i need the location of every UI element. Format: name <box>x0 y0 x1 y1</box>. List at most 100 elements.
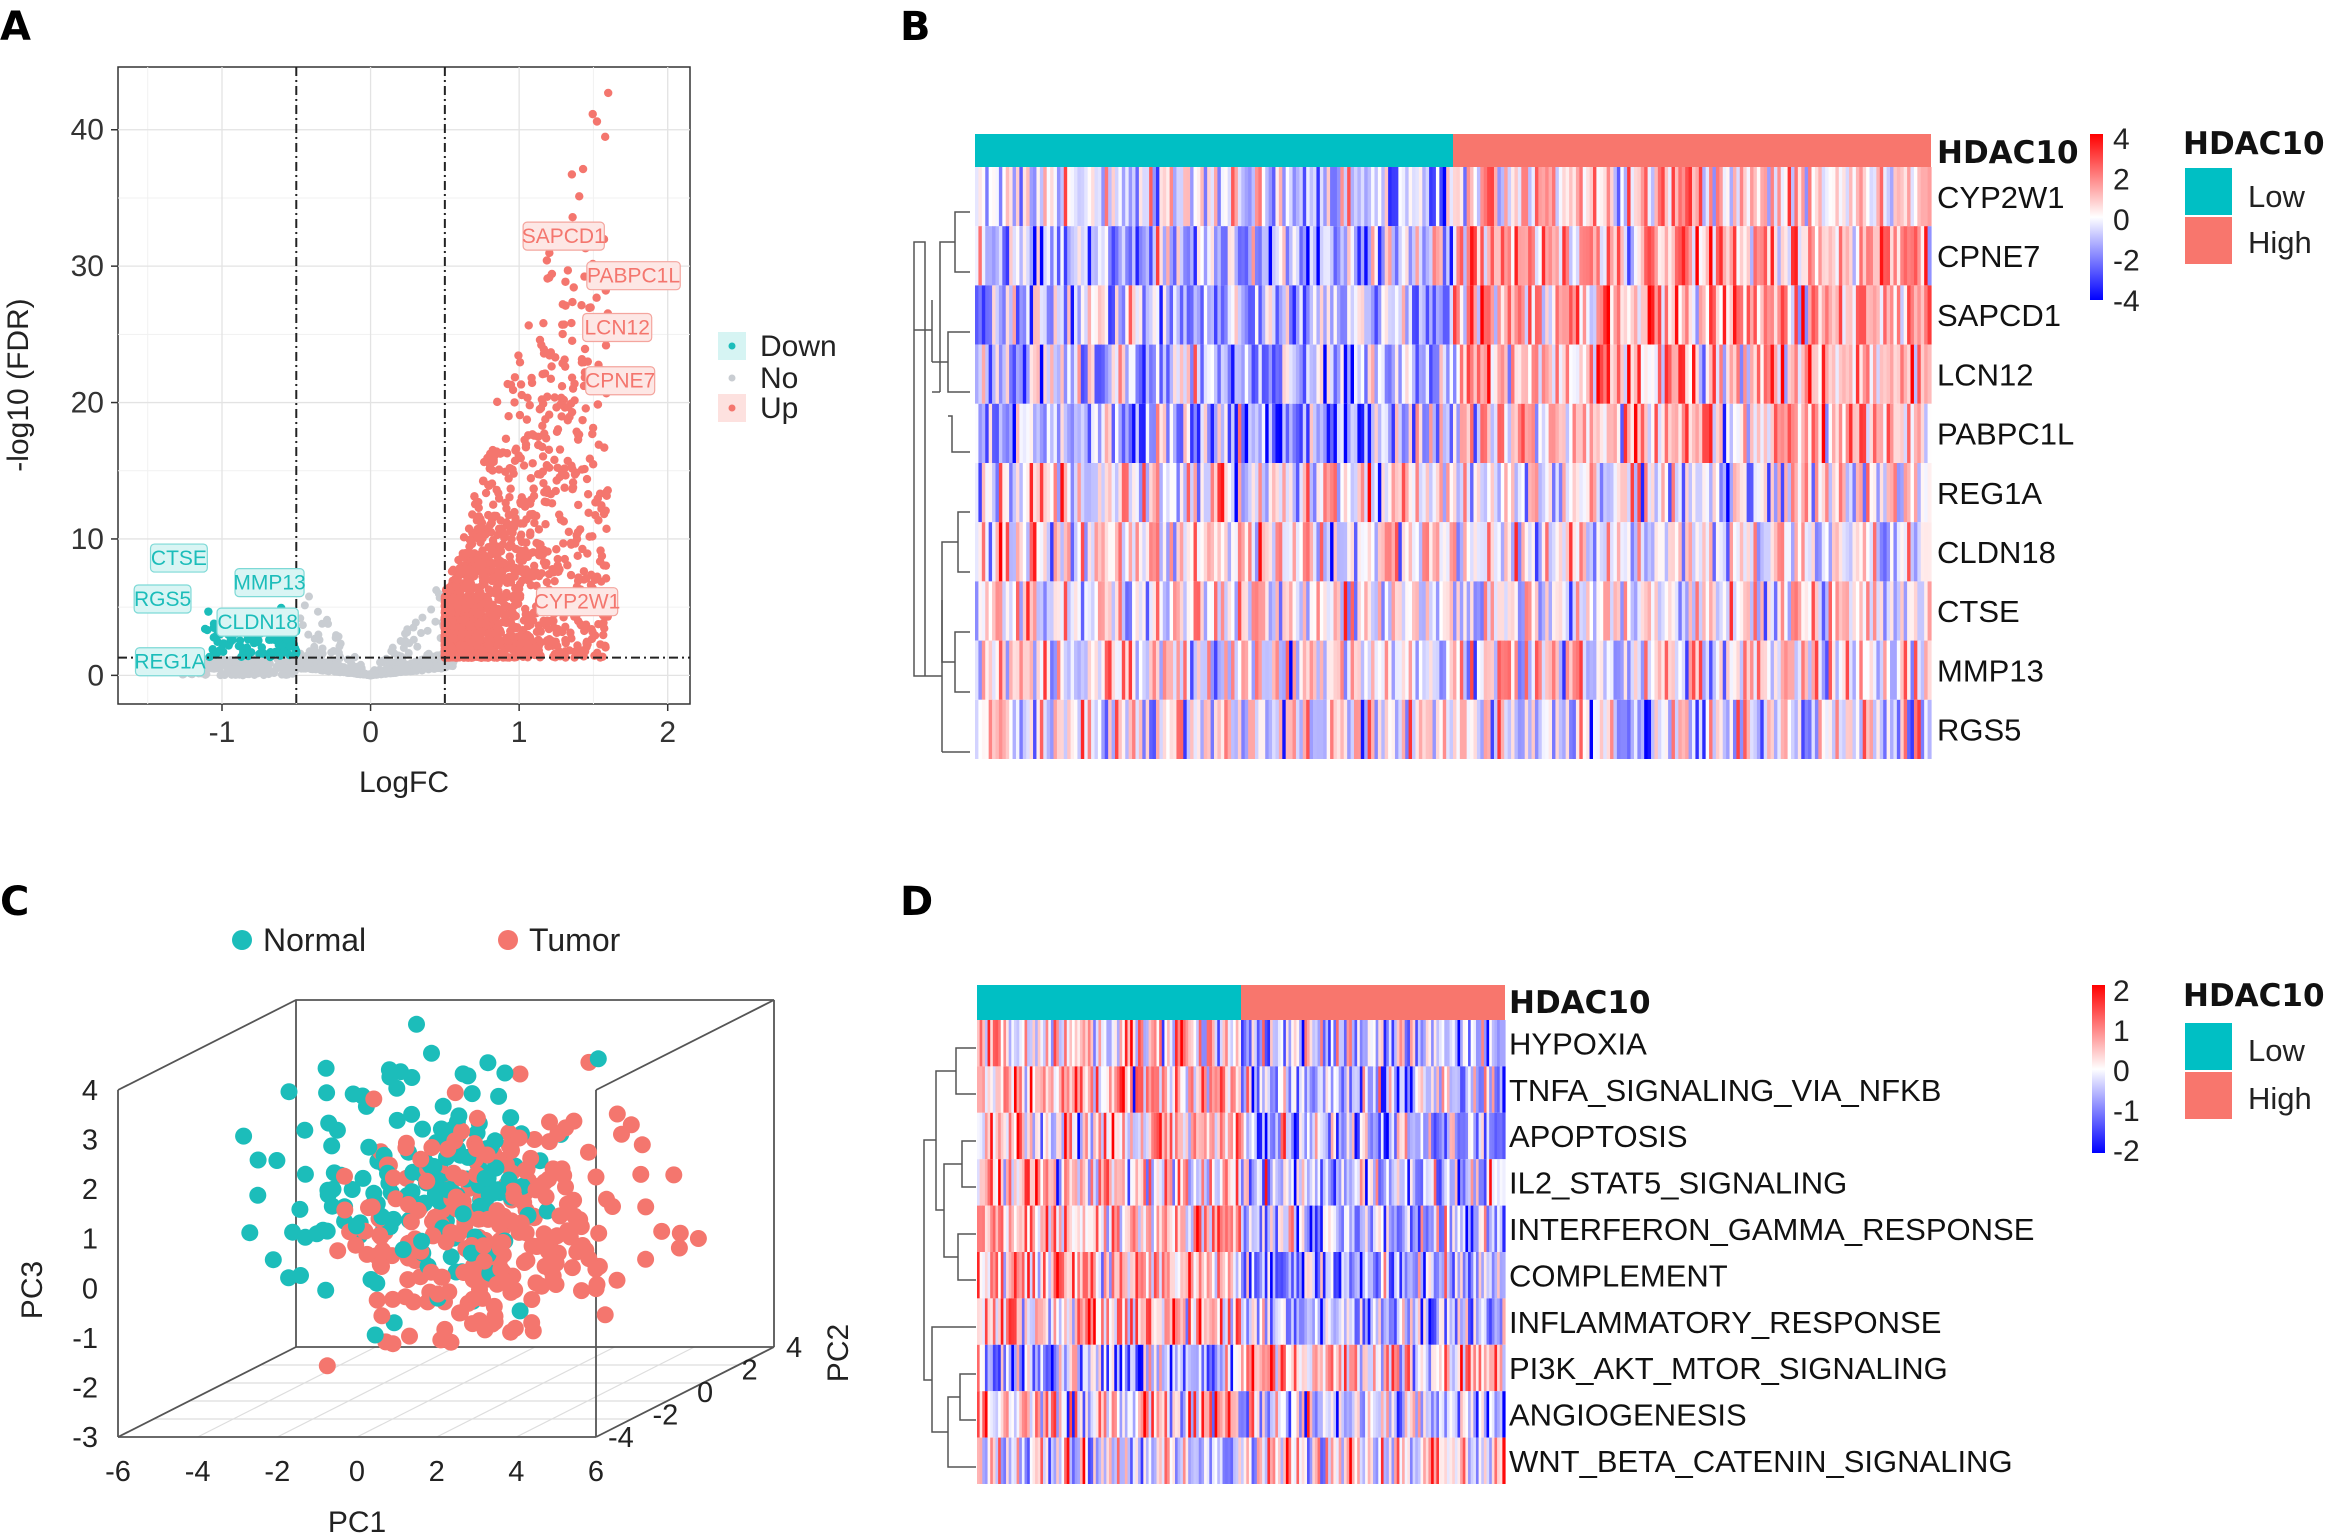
heatmap-cell <box>1169 463 1174 523</box>
heatmap-cell <box>1456 285 1461 345</box>
heatmap-cell <box>1319 344 1324 404</box>
volcano-point-up <box>543 274 552 283</box>
heatmap-cell <box>1278 581 1283 641</box>
heatmap-cell <box>1111 285 1116 345</box>
heatmap-cell <box>1026 167 1031 227</box>
heatmap-cell <box>1046 344 1051 404</box>
heatmap-cell <box>1217 463 1222 523</box>
heatmap-cell <box>1845 522 1850 582</box>
heatmap-cell <box>1821 344 1826 404</box>
heatmap-cell <box>1818 285 1823 345</box>
heatmap-cell <box>1763 344 1768 404</box>
heatmap-cell <box>1910 285 1915 345</box>
heatmap-cell <box>1579 344 1584 404</box>
heatmap-cell <box>988 285 993 345</box>
heatmap-cell <box>1022 522 1027 582</box>
heatmap-cell <box>1541 285 1546 345</box>
volcano-point-up <box>555 445 565 454</box>
heatmap-cell <box>1435 226 1440 286</box>
heatmap-cell <box>1722 522 1727 582</box>
heatmap-cell <box>1299 344 1304 404</box>
heatmap-cell <box>1709 403 1714 463</box>
heatmap-cell <box>1029 226 1034 286</box>
heatmap-cell <box>1196 403 1201 463</box>
heatmap-cell <box>1183 522 1188 582</box>
heatmap-cell <box>1435 285 1440 345</box>
heatmap-cell <box>1353 344 1358 404</box>
volcano-point-up <box>574 430 584 439</box>
heatmap-cell <box>1094 403 1099 463</box>
heatmap-cell <box>1528 522 1533 582</box>
heatmap-cell <box>1214 344 1219 404</box>
heatmap-cell <box>1234 285 1239 345</box>
heatmap-cell <box>995 463 1000 523</box>
heatmap-cell <box>1876 403 1881 463</box>
heatmap-cell <box>1173 522 1178 582</box>
heatmap-cell <box>1357 285 1362 345</box>
heatmap-cell <box>1162 522 1167 582</box>
heatmap-cell <box>1162 167 1167 227</box>
heatmap-cell <box>981 226 986 286</box>
heatmap-cell <box>1272 167 1277 227</box>
heatmap-cell <box>1036 344 1041 404</box>
heatmap-cell <box>1610 344 1615 404</box>
heatmap-cell <box>1145 344 1150 404</box>
heatmap-cell <box>1511 285 1516 345</box>
heatmap-cell <box>1866 403 1871 463</box>
heatmap-cell <box>1056 403 1061 463</box>
heatmap-cell <box>1869 226 1874 286</box>
heatmap-cell <box>1558 285 1563 345</box>
heatmap-cell <box>1282 522 1287 582</box>
heatmap-cell <box>1108 344 1113 404</box>
heatmap-cell <box>1251 463 1256 523</box>
heatmap-cell <box>1507 344 1512 404</box>
volcano-y-tick-label: 20 <box>71 387 104 420</box>
heatmap-cell <box>1750 226 1755 286</box>
heatmap-cell <box>1476 167 1481 227</box>
heatmap-cell <box>1719 522 1724 582</box>
heatmap-cell <box>1210 403 1215 463</box>
heatmap-cell <box>1480 463 1485 523</box>
heatmap-cell <box>1507 285 1512 345</box>
heatmap-cell <box>1743 167 1748 227</box>
heatmap-cell <box>1166 403 1171 463</box>
heatmap-cell <box>1818 167 1823 227</box>
heatmap-cell <box>1903 167 1908 227</box>
heatmap-cell <box>1214 167 1219 227</box>
heatmap-cell <box>1712 285 1717 345</box>
heatmap-cell <box>1104 403 1109 463</box>
heatmap-cell <box>1828 167 1833 227</box>
volcano-point-up <box>601 506 610 515</box>
heatmap-cell <box>1343 522 1348 582</box>
heatmap-cell <box>1374 226 1379 286</box>
heatmap-cell <box>1056 285 1061 345</box>
volcano-point-up <box>578 415 587 425</box>
heatmap-cell <box>1773 167 1778 227</box>
heatmap-cell <box>1220 226 1225 286</box>
heatmap-cell <box>1173 463 1178 523</box>
volcano-point-up <box>577 465 587 474</box>
heatmap-cell <box>1599 226 1604 286</box>
heatmap-cell <box>1026 285 1031 345</box>
heatmap-cell <box>1207 403 1212 463</box>
heatmap-cell <box>1664 463 1669 523</box>
volcano-point-no <box>303 661 312 670</box>
heatmap-cell <box>1046 463 1051 523</box>
volcano-point-up <box>575 192 584 201</box>
heatmap-cell <box>985 403 990 463</box>
heatmap-cell <box>1521 522 1526 582</box>
heatmap-cell <box>1637 344 1642 404</box>
heatmap-cell <box>1084 285 1089 345</box>
heatmap-cell <box>1480 226 1485 286</box>
heatmap-cell <box>1835 285 1840 345</box>
heatmap-cell <box>1251 344 1256 404</box>
heatmap-cell <box>1715 403 1720 463</box>
heatmap-cell <box>1896 167 1901 227</box>
heatmap-cell <box>1616 285 1621 345</box>
heatmap-cell <box>1190 463 1195 523</box>
heatmap-cell <box>1152 167 1157 227</box>
volcano-point-no <box>254 658 263 667</box>
heatmap-cell <box>1306 285 1311 345</box>
heatmap-cell <box>1036 403 1041 463</box>
volcano-point-up <box>553 567 563 576</box>
